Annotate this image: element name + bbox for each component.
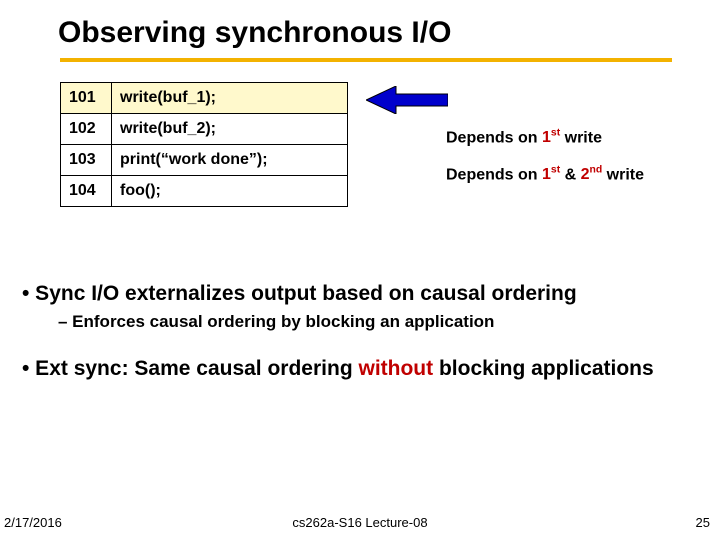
text: Depends on: [446, 129, 542, 146]
ord-1: 1st: [542, 129, 560, 146]
code-row: 103print(“work done”);: [61, 145, 348, 176]
n: 1: [542, 166, 551, 183]
n: 2: [581, 166, 590, 183]
em: causal ordering: [420, 282, 576, 305]
bullet-1-sub: – Enforces causal ordering by blocking a…: [58, 312, 692, 332]
text: • Sync I/O externalizes output based on: [22, 282, 420, 305]
text: Depends on: [446, 166, 542, 183]
sup: nd: [590, 165, 603, 176]
text: write: [560, 129, 602, 146]
sup: st: [551, 165, 560, 176]
line-number: 102: [61, 114, 112, 145]
code-row: 104foo();: [61, 176, 348, 207]
bullet-2: • Ext sync: Same causal ordering without…: [22, 356, 692, 382]
ord-1: 1st: [542, 166, 560, 183]
arrow-icon: [366, 86, 448, 114]
footer-page-number: 25: [696, 515, 710, 530]
bullets: • Sync I/O externalizes output based on …: [22, 282, 692, 382]
sup: st: [551, 128, 560, 139]
line-number: 101: [61, 83, 112, 114]
text: &: [560, 166, 580, 183]
code-text: write(buf_1);: [112, 83, 348, 114]
code-text: print(“work done”);: [112, 145, 348, 176]
dependency-note-1: Depends on 1st write: [446, 128, 602, 147]
code-row: 101write(buf_1);: [61, 83, 348, 114]
line-number: 104: [61, 176, 112, 207]
em-red: without: [358, 357, 433, 380]
code-row: 102write(buf_2);: [61, 114, 348, 145]
dependency-note-2: Depends on 1st & 2nd write: [446, 164, 656, 185]
text: • Ext sync: Same causal ordering: [22, 357, 358, 380]
ord-2: 2nd: [581, 166, 603, 183]
text: blocking applications: [433, 357, 654, 380]
line-number: 103: [61, 145, 112, 176]
code-table: 101write(buf_1);102write(buf_2);103print…: [60, 82, 348, 207]
code-text: write(buf_2);: [112, 114, 348, 145]
slide-title: Observing synchronous I/O: [58, 16, 451, 50]
text: write: [602, 166, 644, 183]
footer-center: cs262a-S16 Lecture-08: [0, 515, 720, 530]
code-text: foo();: [112, 176, 348, 207]
title-rule: [60, 58, 672, 62]
slide: Observing synchronous I/O 101write(buf_1…: [0, 0, 720, 540]
n: 1: [542, 129, 551, 146]
bullet-1: • Sync I/O externalizes output based on …: [22, 282, 692, 306]
